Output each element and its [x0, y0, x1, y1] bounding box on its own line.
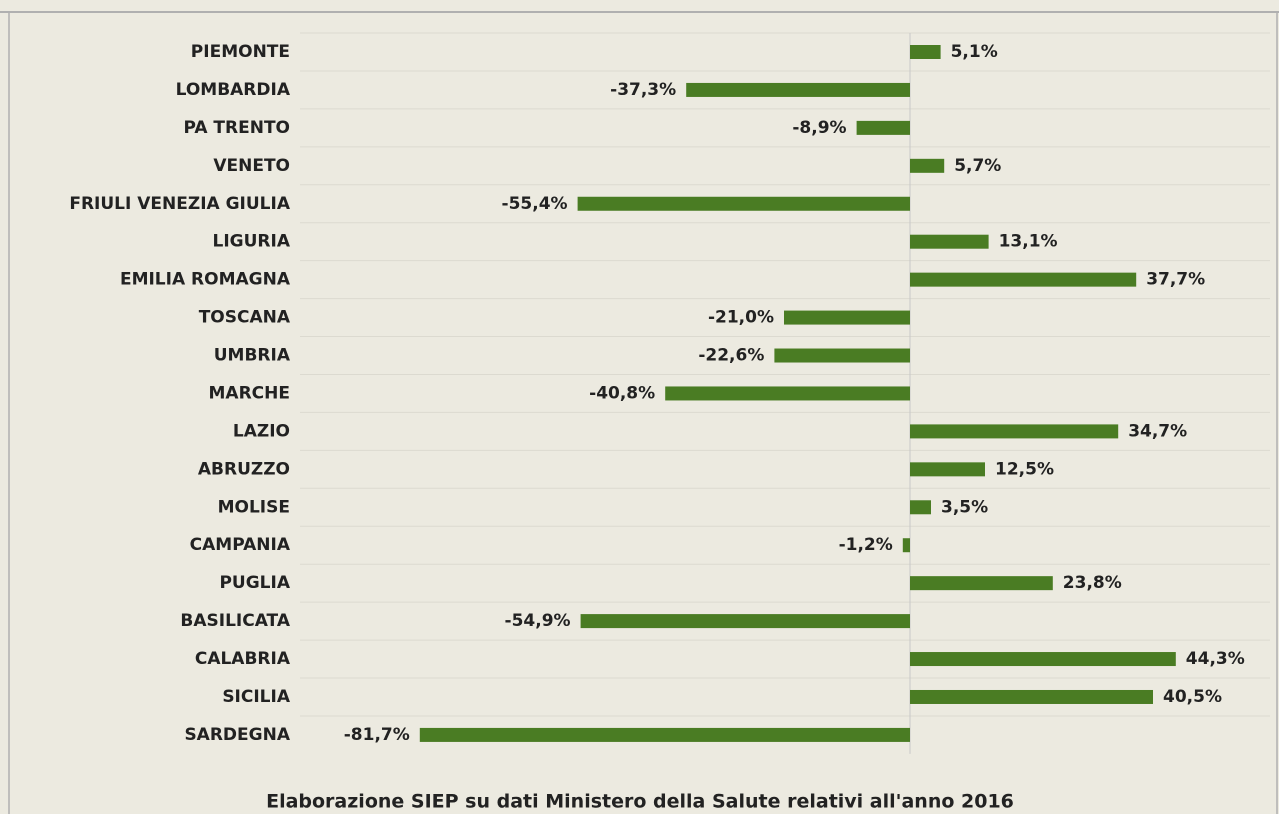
value-label: -40,8%: [589, 383, 655, 403]
value-label: -22,6%: [698, 346, 764, 366]
category-label: CALABRIA: [195, 649, 291, 669]
category-label: PA TRENTO: [183, 118, 290, 138]
value-label: 40,5%: [1163, 687, 1222, 707]
category-label: LOMBARDIA: [176, 80, 291, 100]
value-label: -21,0%: [708, 308, 774, 328]
value-label: 12,5%: [995, 459, 1054, 479]
category-label: SARDEGNA: [184, 725, 290, 745]
value-label: -1,2%: [839, 535, 893, 555]
value-label: 3,5%: [941, 497, 988, 517]
category-label: MOLISE: [218, 497, 290, 517]
category-label: SICILIA: [222, 687, 291, 707]
bar: [910, 500, 931, 515]
bar: [577, 196, 910, 211]
value-label: 5,1%: [951, 42, 998, 62]
bar: [665, 386, 910, 401]
bar: [910, 45, 941, 59]
value-label: 44,3%: [1186, 649, 1245, 669]
category-label: UMBRIA: [214, 346, 291, 366]
bar: [580, 614, 910, 629]
source-note: Elaborazione SIEP su dati Ministero dell…: [266, 791, 1014, 813]
category-label: FRIULI VENEZIA GIULIA: [69, 194, 290, 214]
bar: [902, 538, 910, 553]
category-label: TOSCANA: [199, 308, 291, 328]
bar: [784, 310, 910, 325]
value-label: 34,7%: [1128, 421, 1187, 441]
bar: [910, 689, 1153, 704]
category-label: PUGLIA: [219, 573, 290, 593]
category-label: EMILIA ROMAGNA: [120, 270, 291, 290]
bar: [910, 424, 1119, 439]
category-label: PIEMONTE: [191, 42, 290, 62]
category-label: MARCHE: [209, 383, 290, 403]
bar: [910, 234, 989, 249]
bar: [910, 652, 1176, 667]
bar: [856, 120, 910, 135]
value-label: 23,8%: [1063, 573, 1122, 593]
bar: [910, 462, 985, 477]
value-label: 37,7%: [1146, 270, 1205, 290]
value-label: -81,7%: [344, 725, 410, 745]
bar: [910, 158, 945, 173]
value-label: -54,9%: [505, 611, 571, 631]
category-label: CAMPANIA: [190, 535, 291, 555]
category-label: ABRUZZO: [198, 459, 290, 479]
category-label: LAZIO: [233, 421, 290, 441]
bar: [419, 727, 910, 742]
value-label: -55,4%: [502, 194, 568, 214]
value-label: -8,9%: [792, 118, 846, 138]
bar: [686, 82, 910, 97]
bar: [774, 348, 910, 363]
category-label: BASILICATA: [180, 611, 290, 631]
category-label: VENETO: [213, 156, 290, 176]
value-label: -37,3%: [610, 80, 676, 100]
value-label: 13,1%: [999, 232, 1058, 252]
value-label: 5,7%: [954, 156, 1001, 176]
category-label: LIGURIA: [213, 232, 291, 252]
bar: [910, 272, 1137, 287]
bar: [910, 576, 1053, 591]
